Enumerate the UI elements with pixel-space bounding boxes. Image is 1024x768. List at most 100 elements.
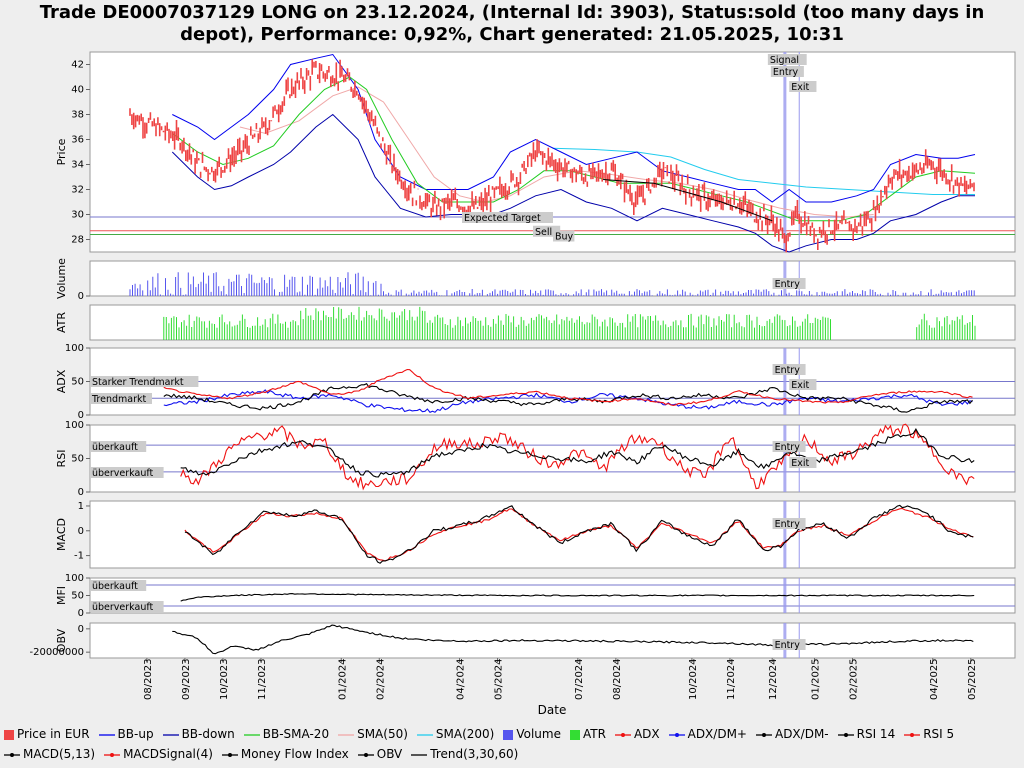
atr-panel xyxy=(89,304,1016,341)
legend-label: MACD(5,13) xyxy=(23,747,96,761)
legend-swatch xyxy=(104,752,121,757)
price-ylabel: Price xyxy=(55,138,68,165)
obv-ytick-label: -20000000 xyxy=(29,647,84,658)
expected-target-label-bg xyxy=(462,212,553,223)
legend-label: BB-SMA-20 xyxy=(262,727,330,741)
mfi-ylabel: MFI xyxy=(55,586,68,605)
legend-label: Volume xyxy=(516,727,561,741)
mfi-ytick-label: 50 xyxy=(71,591,84,602)
x-tick-label: 07/2024 xyxy=(574,658,585,700)
rsi-ueberkauft-label: überkauft xyxy=(92,442,138,453)
legend-item: BB-up xyxy=(98,724,154,744)
volume-entry-label: Entry xyxy=(775,279,801,290)
price-candles xyxy=(129,59,975,253)
exit-label-bg xyxy=(789,81,817,92)
mfi-ueberkauft-label-bg xyxy=(90,580,147,591)
adx-ytick-label: 0 xyxy=(78,410,84,421)
legend-swatch xyxy=(338,733,355,736)
legend-swatch xyxy=(614,732,631,737)
x-tick-label: 10/2023 xyxy=(219,658,230,700)
signal-label: Signal xyxy=(770,55,799,66)
mfi-ytick-label: 100 xyxy=(65,573,84,584)
x-axis-label: Date xyxy=(538,703,567,717)
x-tick-label: 10/2024 xyxy=(688,658,699,700)
volume-ytick-label: 0 xyxy=(78,291,84,302)
x-tick-label: 04/2025 xyxy=(929,658,940,700)
legend-item: Price in EUR xyxy=(4,724,90,744)
chart-title: Trade DE0007037129 LONG on 23.12.2024, (… xyxy=(0,2,1024,46)
stock-chart: 2830323436384042PriceSignalEntryExitExpe… xyxy=(29,51,1016,717)
legend-label: ATR xyxy=(582,727,606,741)
legend-item: Volume xyxy=(503,724,561,744)
adx-line xyxy=(163,368,973,406)
rsi-ytick-label: 100 xyxy=(65,420,84,431)
trend-line xyxy=(603,179,773,222)
price-ytick-label: 36 xyxy=(71,135,84,146)
legend-label: ADX/DM- xyxy=(774,727,829,741)
legend-item: Trend(3,30,60) xyxy=(411,744,518,764)
legend-item: ADX xyxy=(614,724,660,744)
rsi-entry-label: Entry xyxy=(775,442,801,453)
exit-label: Exit xyxy=(791,82,809,93)
legend-swatch xyxy=(416,733,433,736)
rsi-exit-label-bg xyxy=(789,457,817,468)
adx-entry-label-bg xyxy=(772,364,806,375)
trendmarkt-label: Trendmarkt xyxy=(91,394,146,405)
rsi-ytick-label: 50 xyxy=(71,454,84,465)
trendmarkt-label-bg xyxy=(90,393,152,404)
legend-item: RSI 5 xyxy=(904,724,954,744)
volume-bars xyxy=(129,272,975,296)
legend-label: ADX xyxy=(633,727,660,741)
starker-trendmarkt-label: Starker Trendmarkt xyxy=(92,377,184,388)
legend-swatch xyxy=(904,732,921,737)
chart-title-line-2: depot), Performance: 0,92%, Chart genera… xyxy=(180,24,844,45)
legend-item: MACD(5,13) xyxy=(4,744,95,764)
sma200-line xyxy=(552,147,975,195)
mfi-line xyxy=(180,593,975,602)
rsi-entry-label-bg xyxy=(772,441,806,452)
rsi-exit-label: Exit xyxy=(791,458,809,469)
legend-item: OBV xyxy=(357,744,403,764)
adx-ytick-label: 50 xyxy=(71,377,84,388)
mfi-ytick-label: 0 xyxy=(78,608,84,619)
legend-swatch xyxy=(162,733,179,736)
x-tick-label: 05/2025 xyxy=(967,658,978,700)
buy-label: Buy xyxy=(555,232,574,243)
chart-title-line-1: Trade DE0007037129 LONG on 23.12.2024, (… xyxy=(39,2,985,23)
price-signal-marker xyxy=(783,52,787,252)
x-tick-label: 09/2023 xyxy=(181,658,192,700)
legend-label: Money Flow Index xyxy=(240,747,349,761)
price-ytick-label: 38 xyxy=(71,110,84,121)
legend-swatch xyxy=(503,729,514,740)
rsi-ytick-label: 0 xyxy=(78,487,84,498)
mfi-ueberverkauft-label: überverkauft xyxy=(92,602,154,613)
legend-swatch xyxy=(243,733,260,736)
legend-label: ADX/DM+ xyxy=(687,727,747,741)
x-tick-label: 02/2025 xyxy=(848,658,859,700)
legend-item: SMA(50) xyxy=(338,724,408,744)
volume-panel xyxy=(89,260,1016,297)
obv-ytick-label: 0 xyxy=(78,624,84,635)
adx-entry-label: Entry xyxy=(775,365,801,376)
price-ytick-label: 34 xyxy=(71,160,84,171)
macd-line xyxy=(184,504,974,564)
obv-entry-label: Entry xyxy=(775,640,801,651)
legend-swatch xyxy=(4,752,20,757)
price-ytick-label: 30 xyxy=(71,210,84,221)
volume-ylabel: Volume xyxy=(55,258,68,299)
legend-item: ADX/DM- xyxy=(755,724,829,744)
legend-item: ATR xyxy=(569,724,606,744)
macd-ytick-label: 0 xyxy=(78,526,84,537)
legend-item: MACDSignal(4) xyxy=(104,744,213,764)
legend-label: OBV xyxy=(376,747,403,761)
legend-swatch xyxy=(668,732,685,737)
legend-item: Money Flow Index xyxy=(221,744,349,764)
price-ytick-label: 40 xyxy=(71,85,84,96)
volume-entry-label-bg xyxy=(772,278,806,289)
legend-label: SMA(200) xyxy=(435,727,495,741)
mfi-ueberverkauft-label-bg xyxy=(90,601,164,612)
legend-swatch xyxy=(98,733,115,736)
macd-entry-label-bg xyxy=(772,518,806,529)
macd-ytick-label: -1 xyxy=(74,551,84,562)
x-tick-label: 02/2024 xyxy=(375,658,386,700)
